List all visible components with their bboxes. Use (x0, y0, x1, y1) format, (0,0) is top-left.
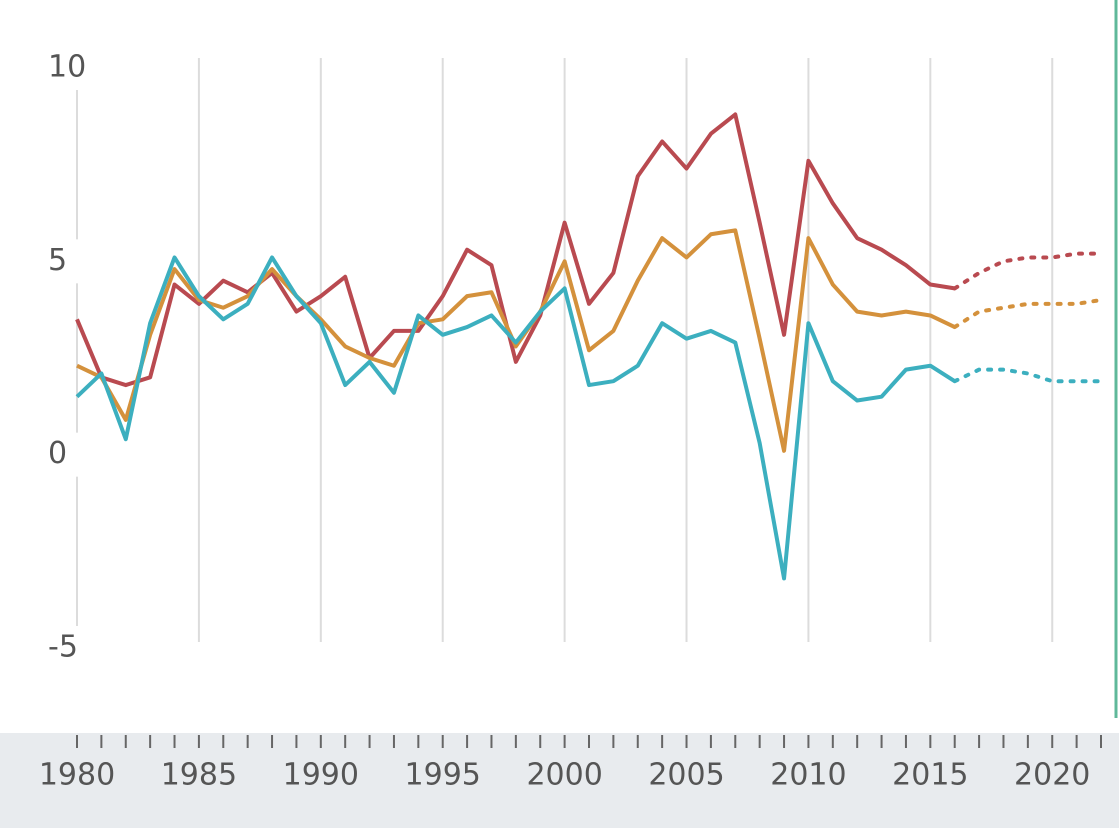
y-tick-label-bg (44, 626, 90, 670)
x-tick-label: 1980 (39, 758, 115, 793)
x-tick-label: 2020 (1014, 758, 1090, 793)
series-line (952, 251, 1103, 291)
y-tick-label: 10 (48, 50, 86, 85)
x-tick-label: 2000 (526, 758, 602, 793)
y-tick-label: 0 (48, 436, 67, 471)
y-tick-label-bg (44, 432, 90, 477)
x-tick-label: 2005 (648, 758, 724, 793)
y-tick-label-bg (44, 46, 90, 90)
y-tick-label: 5 (48, 243, 67, 278)
series-line (75, 255, 956, 581)
x-tick-label: 1985 (161, 758, 237, 793)
series-line (75, 112, 956, 388)
y-tick-label-bg (44, 239, 90, 284)
x-tick-label: 2010 (770, 758, 846, 793)
series-line (952, 367, 1103, 384)
series-line (952, 298, 1103, 330)
x-axis-band (0, 733, 1119, 828)
y-tick-label: -5 (48, 630, 78, 665)
x-tick-label: 1990 (283, 758, 359, 793)
series-line (76, 228, 956, 453)
x-tick-label: 1995 (405, 758, 481, 793)
x-tick-label: 2015 (892, 758, 968, 793)
